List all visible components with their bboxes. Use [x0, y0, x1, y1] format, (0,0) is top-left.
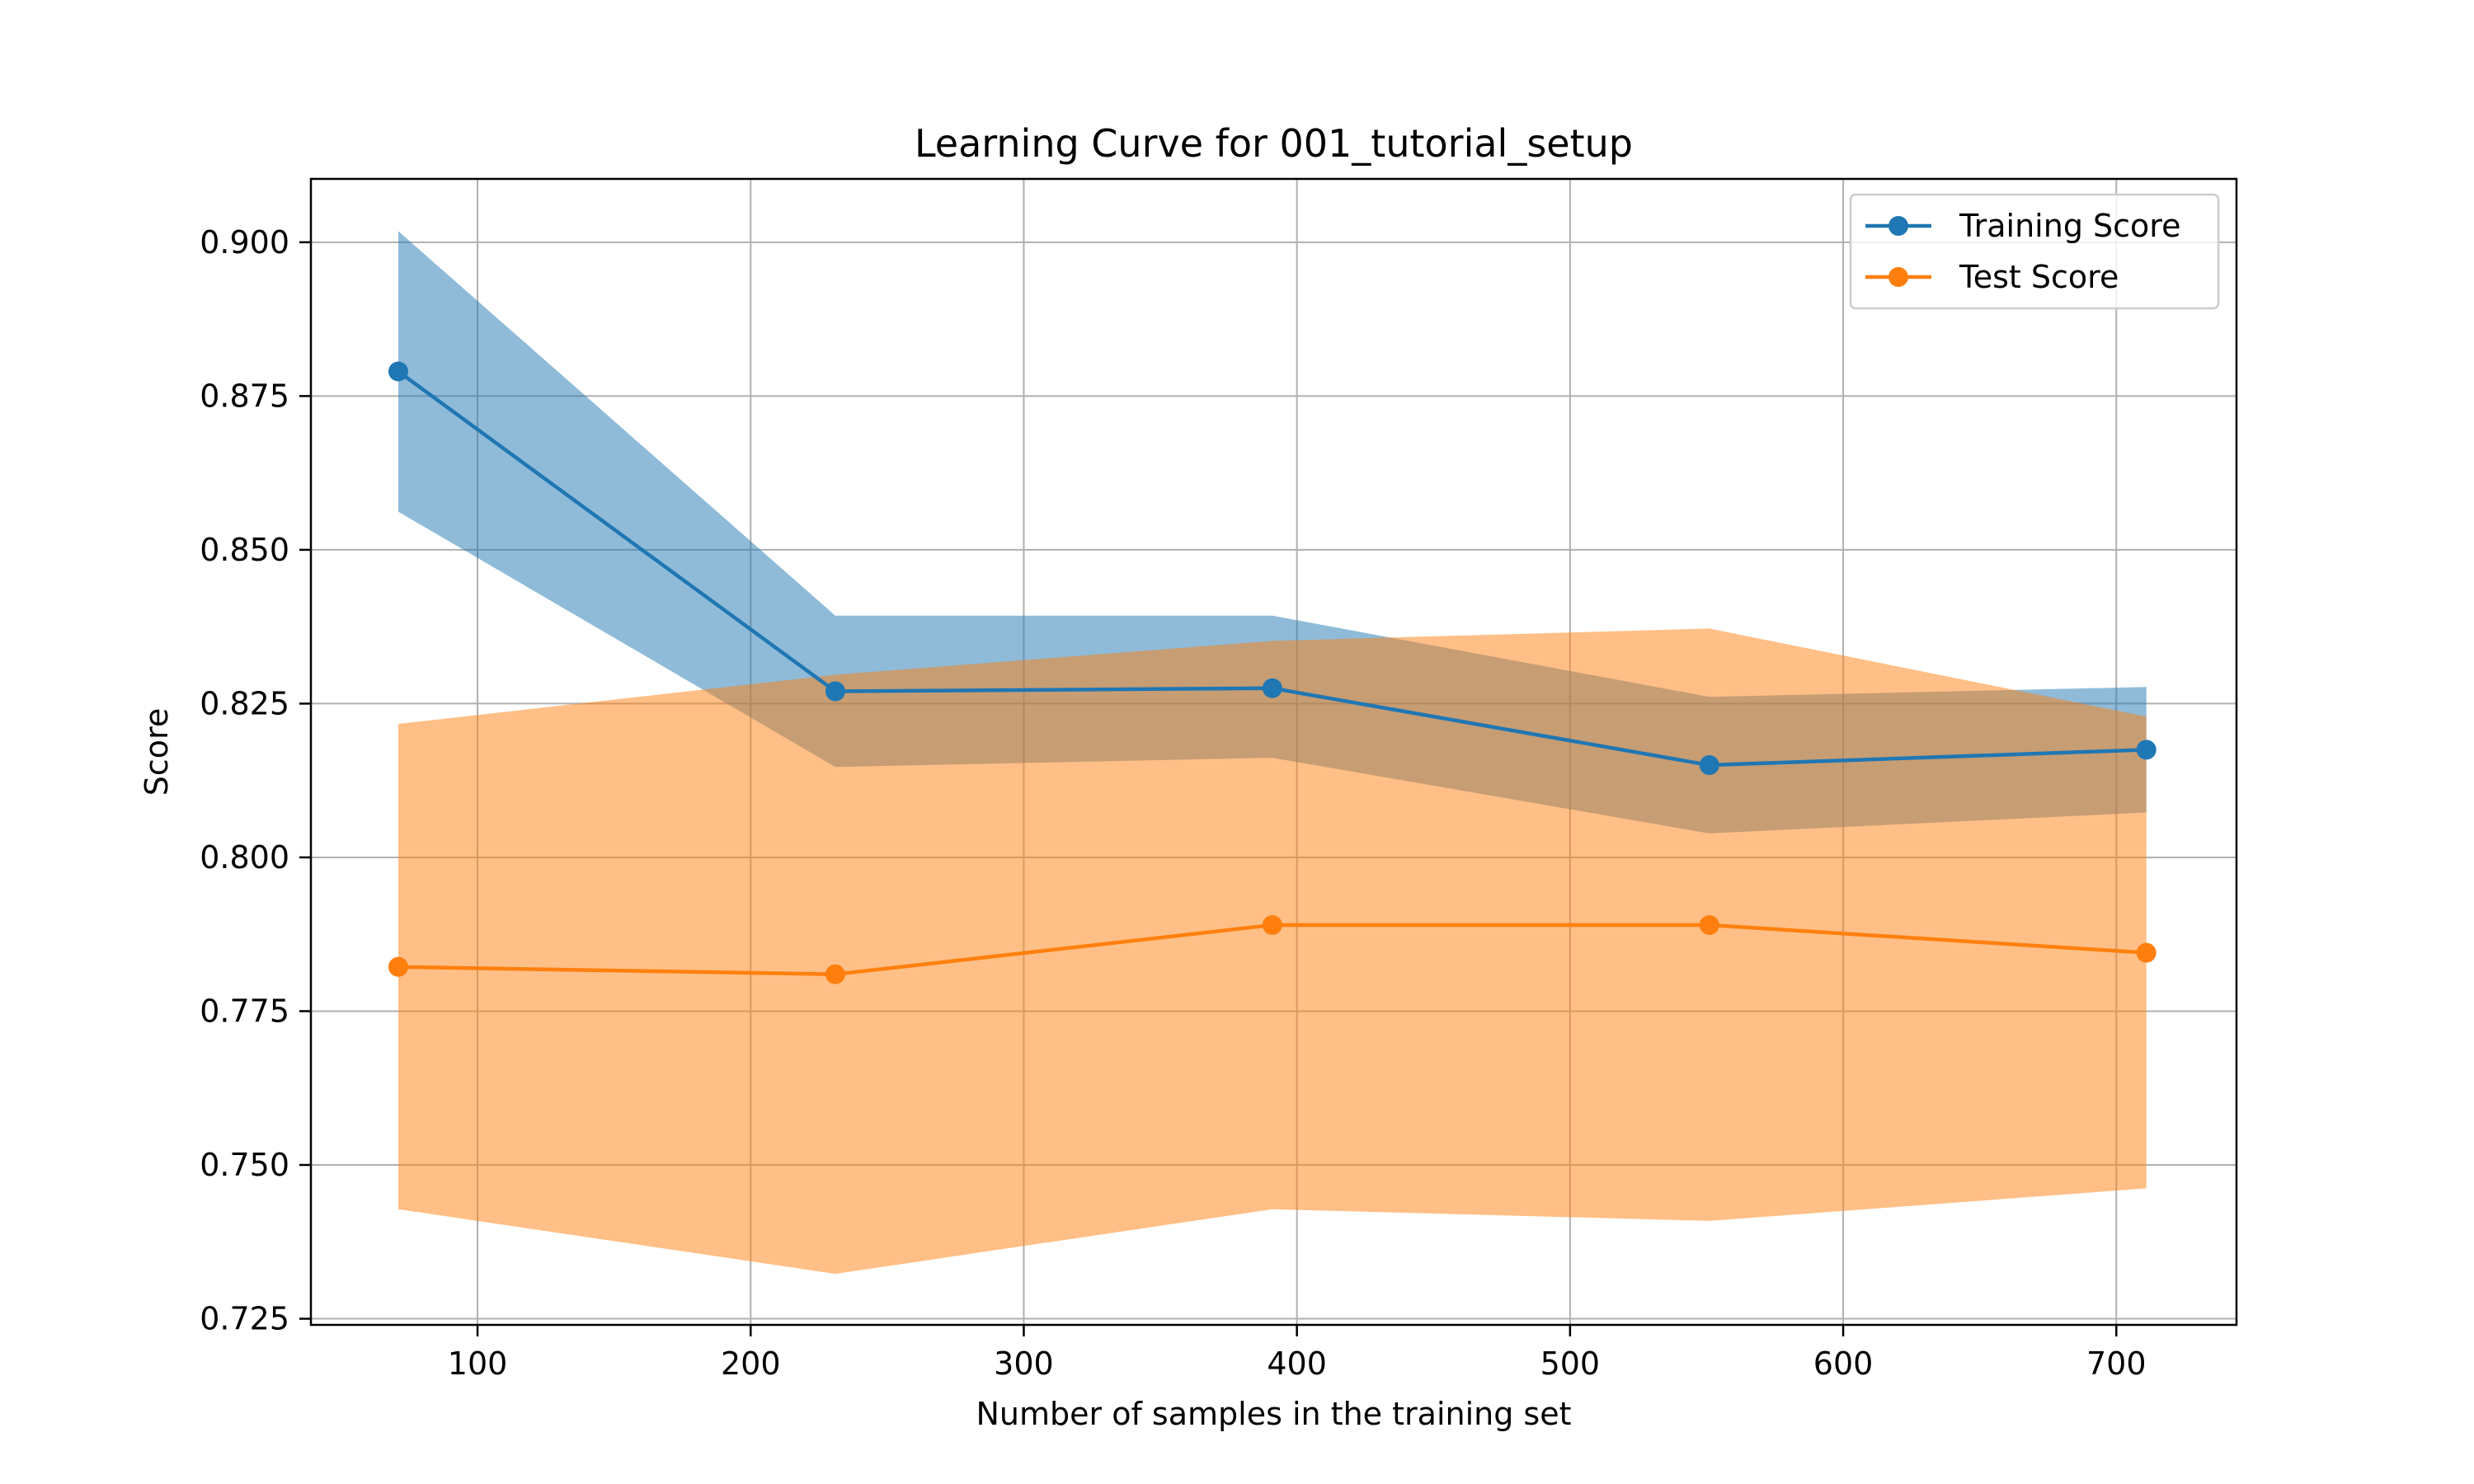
data-point-training	[1699, 755, 1719, 776]
legend-marker-training	[1888, 216, 1908, 236]
plot-frame	[309, 177, 2238, 1327]
data-point-test	[1699, 915, 1719, 936]
y-tick-label: 0.875	[200, 378, 289, 414]
legend: Training Score Test Score	[1849, 193, 2220, 310]
legend-marker-test	[1888, 267, 1908, 287]
data-point-test	[388, 956, 408, 977]
x-tick-label: 500	[1540, 1345, 1601, 1382]
x-tick-label: 100	[448, 1345, 508, 1382]
data-point-test	[2136, 942, 2157, 963]
data-point-training	[388, 361, 408, 382]
y-tick-label: 0.850	[200, 532, 289, 568]
x-tick-label: 700	[2086, 1345, 2147, 1382]
legend-label-test: Test Score	[1959, 259, 2119, 295]
y-tick-label: 0.800	[200, 839, 289, 876]
y-tick-label: 0.775	[200, 993, 289, 1029]
data-point-training	[825, 681, 845, 702]
legend-label-training: Training Score	[1959, 208, 2180, 244]
y-tick-label: 0.900	[200, 224, 289, 261]
y-tick-label: 0.750	[200, 1147, 289, 1183]
y-tick-label: 0.825	[200, 685, 289, 721]
axis-ticks: 100 200 300 400 500 600 700 0.725 0.750 0.775 0.80…	[200, 224, 2146, 1382]
y-axis-label: Score	[139, 708, 175, 796]
data-point-test	[825, 964, 845, 984]
data-point-training	[2136, 740, 2157, 760]
x-tick-label: 600	[1813, 1345, 1874, 1382]
confidence-band-test	[397, 628, 2147, 1275]
x-tick-label: 200	[721, 1345, 781, 1382]
data-point-test	[1262, 915, 1282, 936]
series-lines	[388, 361, 2157, 984]
x-tick-label: 300	[994, 1345, 1054, 1382]
x-axis-label: Number of samples in the training set	[976, 1396, 1572, 1432]
legend-box	[1849, 193, 2220, 310]
y-tick-label: 0.725	[200, 1301, 289, 1337]
chart-title: Learning Curve for 001_tutorial_setup	[915, 121, 1633, 166]
data-point-training	[1262, 678, 1282, 698]
x-tick-label: 400	[1267, 1345, 1327, 1382]
